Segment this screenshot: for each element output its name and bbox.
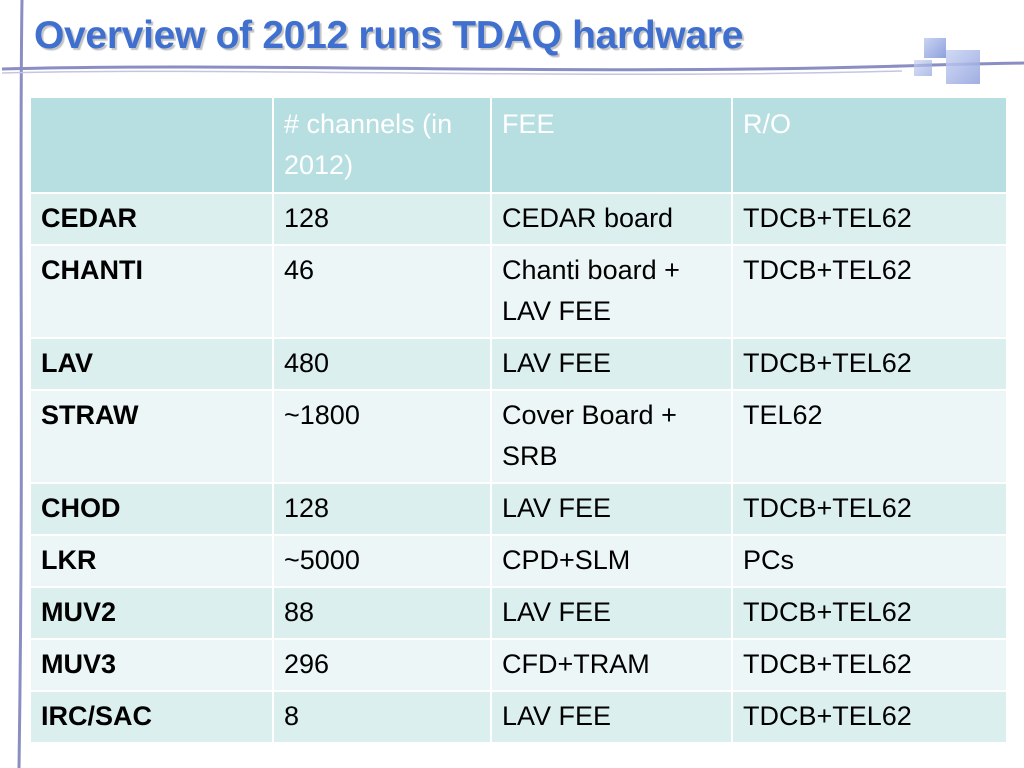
detector-name: LKR <box>29 534 274 588</box>
channels-cell: 128 <box>272 192 492 246</box>
ro-cell: PCs <box>731 534 1008 588</box>
header-fee: FEE <box>490 96 733 194</box>
channels-cell: 296 <box>272 638 492 692</box>
ro-cell: TEL62 <box>731 389 1008 484</box>
header-detector <box>29 96 274 194</box>
channels-cell: 88 <box>272 586 492 640</box>
ro-cell: TDCB+TEL62 <box>731 638 1008 692</box>
detector-name: IRC/SAC <box>29 690 274 744</box>
detector-name: CHOD <box>29 482 274 536</box>
fee-cell: CPD+SLM <box>490 534 733 588</box>
ro-cell: TDCB+TEL62 <box>731 482 1008 536</box>
fee-cell: LAV FEE <box>490 690 733 744</box>
table-row: LKR ~5000 CPD+SLM PCs <box>29 534 1008 588</box>
ro-cell: TDCB+TEL62 <box>731 586 1008 640</box>
horizontal-decor-line-shadow <box>1 70 903 76</box>
channels-cell: 46 <box>272 244 492 339</box>
table-row: CEDAR 128 CEDAR board TDCB+TEL62 <box>29 192 1008 246</box>
table-header-row: # channels (in 2012) FEE R/O <box>29 96 1008 194</box>
fee-cell: Chanti board + LAV FEE <box>490 244 733 339</box>
channels-cell: 480 <box>272 337 492 391</box>
detector-name: CHANTI <box>29 244 274 339</box>
fee-cell: CEDAR board <box>490 192 733 246</box>
ro-cell: TDCB+TEL62 <box>731 337 1008 391</box>
channels-cell: 128 <box>272 482 492 536</box>
vertical-decor-line <box>17 0 24 768</box>
horizontal-decor-line <box>1 61 1024 72</box>
channels-cell: 8 <box>272 690 492 744</box>
fee-cell: LAV FEE <box>490 482 733 536</box>
table-row: CHOD 128 LAV FEE TDCB+TEL62 <box>29 482 1008 536</box>
table-row: CHANTI 46 Chanti board + LAV FEE TDCB+TE… <box>29 244 1008 339</box>
detector-name: CEDAR <box>29 192 274 246</box>
table-row: LAV 480 LAV FEE TDCB+TEL62 <box>29 337 1008 391</box>
header-channels: # channels (in 2012) <box>272 96 492 194</box>
hardware-table: # channels (in 2012) FEE R/O CEDAR 128 C… <box>29 96 1008 744</box>
header-ro: R/O <box>731 96 1008 194</box>
fee-cell: Cover Board + SRB <box>490 389 733 484</box>
corner-squares-decoration <box>908 36 988 86</box>
fee-cell: LAV FEE <box>490 586 733 640</box>
detector-name: MUV2 <box>29 586 274 640</box>
table-row: MUV3 296 CFD+TRAM TDCB+TEL62 <box>29 638 1008 692</box>
table-row: STRAW ~1800 Cover Board + SRB TEL62 <box>29 389 1008 484</box>
channels-cell: ~1800 <box>272 389 492 484</box>
ro-cell: TDCB+TEL62 <box>731 192 1008 246</box>
channels-cell: ~5000 <box>272 534 492 588</box>
detector-name: STRAW <box>29 389 274 484</box>
fee-cell: LAV FEE <box>490 337 733 391</box>
table-row: MUV2 88 LAV FEE TDCB+TEL62 <box>29 586 1008 640</box>
fee-cell: CFD+TRAM <box>490 638 733 692</box>
detector-name: MUV3 <box>29 638 274 692</box>
ro-cell: TDCB+TEL62 <box>731 244 1008 339</box>
ro-cell: TDCB+TEL62 <box>731 690 1008 744</box>
slide-title: Overview of 2012 runs TDAQ hardware <box>34 14 744 57</box>
detector-name: LAV <box>29 337 274 391</box>
table-row: IRC/SAC 8 LAV FEE TDCB+TEL62 <box>29 690 1008 744</box>
